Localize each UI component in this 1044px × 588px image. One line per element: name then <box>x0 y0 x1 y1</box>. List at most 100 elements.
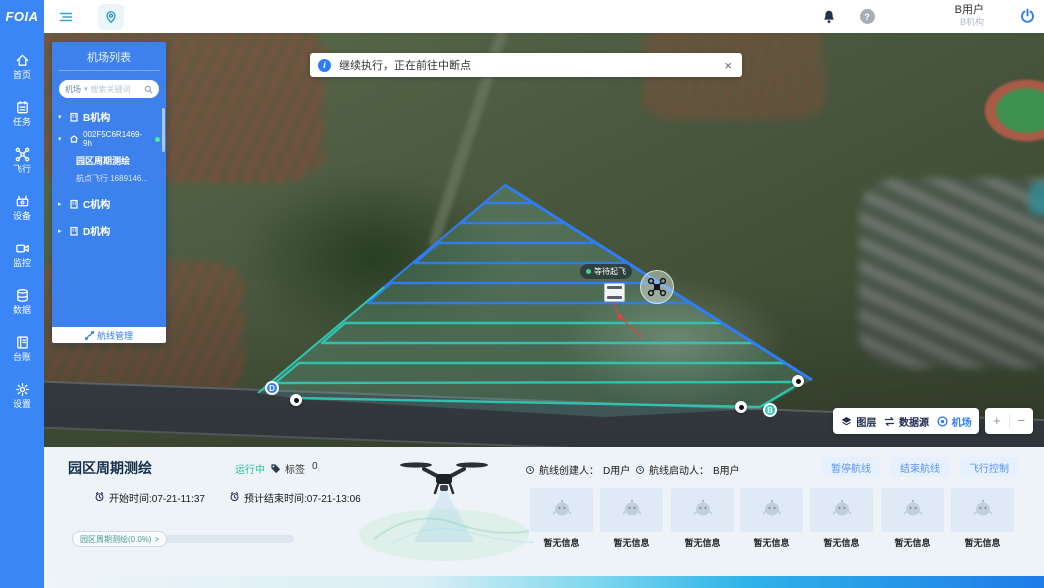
question-glyph: ? <box>864 11 870 22</box>
mission-detail-panel: 园区周期测绘 运行中 标签 0 开始时间:07-21-11:37 预计结束时间:… <box>44 447 1044 576</box>
clock-icon <box>229 489 240 507</box>
mission-title: 园区周期测绘 <box>68 460 152 476</box>
waypoint-dot[interactable] <box>735 401 747 413</box>
caret-right-icon[interactable]: ▸ <box>58 200 62 208</box>
progress-pill[interactable]: 园区周期测绘(0.0%) > <box>72 531 168 547</box>
search-input[interactable]: 机场 ▾ 搜索关键词 <box>59 80 159 98</box>
route-management-button[interactable]: 航线管理 <box>52 327 166 343</box>
sidebar-item-ledger[interactable]: 台账 <box>0 335 44 362</box>
close-icon[interactable]: × <box>724 57 732 73</box>
info-card <box>740 488 803 532</box>
user-menu[interactable]: B用户 B机构 <box>955 4 984 28</box>
airport-button[interactable]: 机场 <box>936 414 972 429</box>
logout-icon[interactable] <box>1012 0 1042 33</box>
user-organization: B机构 <box>959 17 984 27</box>
sidebar-item-label: 任务 <box>12 117 31 127</box>
waypoint-marker-b[interactable]: B <box>763 403 777 417</box>
main-nav: 首页 任务 飞行 设备 监控 数据 <box>0 33 44 409</box>
help-icon[interactable]: ? <box>854 0 880 33</box>
map-zoom-controls: + − <box>985 408 1033 434</box>
target-icon <box>937 415 948 427</box>
flight-control-button[interactable]: 飞行控制 <box>960 457 1018 477</box>
tree-cluster <box>239 173 509 343</box>
top-bar: ? B用户 B机构 <box>44 0 1044 33</box>
waypoint-marker-d[interactable]: D <box>265 381 279 395</box>
clock-icon <box>94 489 105 507</box>
sidebar-item-settings[interactable]: 设置 <box>0 382 44 409</box>
flight-route-overlay <box>257 183 813 417</box>
notifications-bell-icon[interactable] <box>816 0 842 33</box>
info-card <box>881 488 944 532</box>
search-placeholder: 搜索关键词 <box>90 84 131 94</box>
caret-down-icon[interactable]: ▾ <box>58 113 62 121</box>
sidebar-item-tasks[interactable]: 任务 <box>0 100 44 127</box>
pause-route-button[interactable]: 暂停航线 <box>822 457 880 477</box>
organization-icon <box>70 112 78 122</box>
banner-message: 继续执行，正在前往中断点 <box>339 60 471 72</box>
caret-down-icon[interactable]: ▾ <box>58 136 62 143</box>
tree-route-selected[interactable]: 园区周期测绘 <box>76 156 131 166</box>
route-creator: 航线创建人： D用户 <box>525 462 630 477</box>
end-route-button[interactable]: 结束航线 <box>891 457 949 477</box>
clock-icon <box>636 465 644 474</box>
waypoint-dot[interactable] <box>290 394 302 406</box>
organization-icon <box>70 226 78 236</box>
tag-label[interactable]: 标签 <box>285 465 305 476</box>
tree-route-waypoint[interactable]: 航点飞行 1689146... <box>76 174 149 183</box>
sidebar-item-data[interactable]: 数据 <box>0 288 44 315</box>
tree-org-d[interactable]: ▸ D机构 <box>58 226 111 238</box>
drone-status-pill: 等待起飞 <box>580 264 632 279</box>
location-pin-icon <box>98 3 124 30</box>
chevron-down-icon: ▾ <box>84 86 88 93</box>
sidebar-item-monitoring[interactable]: 监控 <box>0 241 44 268</box>
creator-value: D用户 <box>603 466 631 477</box>
estimated-end-time: 预计结束时间:07-21-13:06 <box>244 494 361 505</box>
info-card-label: 暂无信息 <box>543 538 580 548</box>
dock-marker[interactable] <box>604 283 625 302</box>
route-icon <box>84 330 94 340</box>
sidebar-item-label: 设置 <box>12 399 31 409</box>
airport-list-panel: 机场列表 机场 ▾ 搜索关键词 ▾ B机构 ▾ <box>52 42 166 343</box>
collapse-menu-icon[interactable] <box>52 0 80 33</box>
swap-arrows-icon <box>884 416 895 426</box>
drone-marker[interactable] <box>640 270 674 304</box>
zoom-out-button[interactable]: − <box>1017 413 1026 428</box>
search-icon[interactable] <box>144 85 153 94</box>
info-card <box>671 488 734 532</box>
panel-scrollbar[interactable] <box>162 108 165 152</box>
drone-icon <box>15 147 29 162</box>
search-category-select[interactable]: 机场 <box>65 84 81 94</box>
clock-icon <box>526 465 534 474</box>
sidebar-item-label: 台账 <box>12 352 31 362</box>
sidebar-item-devices[interactable]: 设备 <box>0 194 44 221</box>
info-icon: i <box>318 58 331 72</box>
mission-status-badge: 运行中 <box>235 465 265 476</box>
pool-area <box>1029 183 1044 215</box>
waypoint-dot[interactable] <box>792 375 804 387</box>
datasource-button[interactable]: 数据源 <box>883 414 929 429</box>
info-card <box>600 488 663 532</box>
tree-device[interactable]: ▾ 002F5C6R1469-9h <box>56 127 162 151</box>
app-logo: FOIA <box>5 9 39 24</box>
caret-right-icon[interactable]: ▸ <box>58 227 62 235</box>
location-tab[interactable] <box>96 0 126 33</box>
execution-banner: i 继续执行，正在前往中断点 × <box>310 53 742 77</box>
zoom-in-button[interactable]: + <box>992 413 1001 428</box>
layers-button[interactable]: 图层 <box>840 414 876 429</box>
organization-icon <box>70 199 78 209</box>
database-icon <box>16 289 28 302</box>
sidebar-item-label: 监控 <box>12 258 31 268</box>
sidebar-item-flight[interactable]: 飞行 <box>0 147 44 174</box>
map-view[interactable]: i 继续执行，正在前往中断点 × 机场列表 机场 ▾ 搜索关键词 ▾ <box>44 33 1044 447</box>
tree-org-b[interactable]: ▾ B机构 <box>58 112 111 124</box>
map-controls: 图层 数据源 机场 <box>833 408 979 434</box>
gear-icon <box>15 383 29 396</box>
layers-icon <box>841 416 852 425</box>
sidebar-item-label: 首页 <box>12 70 31 80</box>
sidebar-item-label: 飞行 <box>12 164 31 174</box>
tree-org-c[interactable]: ▸ C机构 <box>58 199 111 211</box>
info-card-label: 暂无信息 <box>894 538 931 548</box>
status-dot <box>586 269 591 274</box>
sidebar-item-home[interactable]: 首页 <box>0 53 44 80</box>
info-card-label: 暂无信息 <box>823 538 860 548</box>
